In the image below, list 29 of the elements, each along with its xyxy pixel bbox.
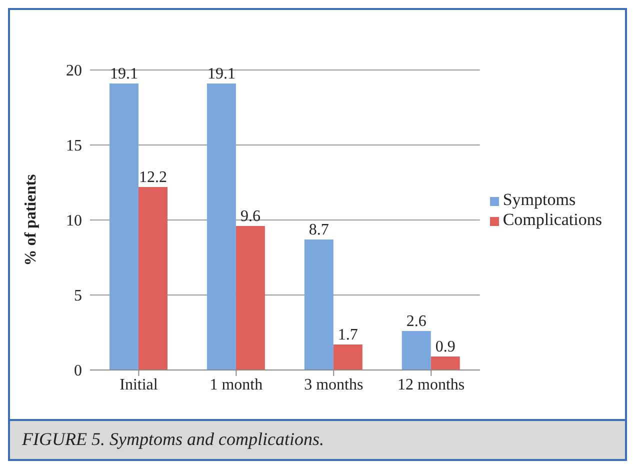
data-label: 12.2 bbox=[138, 169, 167, 186]
bar bbox=[206, 84, 236, 370]
caption: FIGURE 5. Symptoms and complications. bbox=[10, 419, 625, 459]
y-tick-label: 15 bbox=[66, 138, 82, 155]
bar bbox=[138, 187, 168, 370]
x-tick-label: 1 month bbox=[210, 376, 263, 394]
y-tick-label: 10 bbox=[66, 212, 82, 230]
x-tick-label: 3 months bbox=[304, 376, 364, 394]
y-tick-label: 0 bbox=[74, 362, 82, 380]
data-label: 0.9 bbox=[435, 338, 456, 356]
bar bbox=[109, 84, 138, 370]
data-label: 8.7 bbox=[308, 222, 329, 238]
bar bbox=[430, 356, 460, 370]
y-tick-label: 20 bbox=[66, 62, 82, 80]
x-tick-label: 12 months bbox=[398, 376, 465, 394]
x-tick-label: Initial bbox=[120, 376, 158, 394]
legend-label: Complications bbox=[502, 210, 602, 229]
bar bbox=[402, 331, 431, 370]
bar bbox=[236, 226, 265, 370]
data-label: 19.1 bbox=[110, 66, 138, 82]
data-label: 9.6 bbox=[240, 208, 260, 225]
bar bbox=[333, 344, 362, 370]
legend-label: Symptoms bbox=[502, 190, 576, 209]
y-tick-label: 5 bbox=[74, 288, 82, 305]
data-label: 19.1 bbox=[207, 66, 236, 82]
y-axis-title: % of patients bbox=[22, 174, 40, 266]
bar bbox=[304, 240, 334, 370]
data-label: 1.7 bbox=[338, 326, 358, 344]
data-label: 2.6 bbox=[406, 313, 426, 330]
